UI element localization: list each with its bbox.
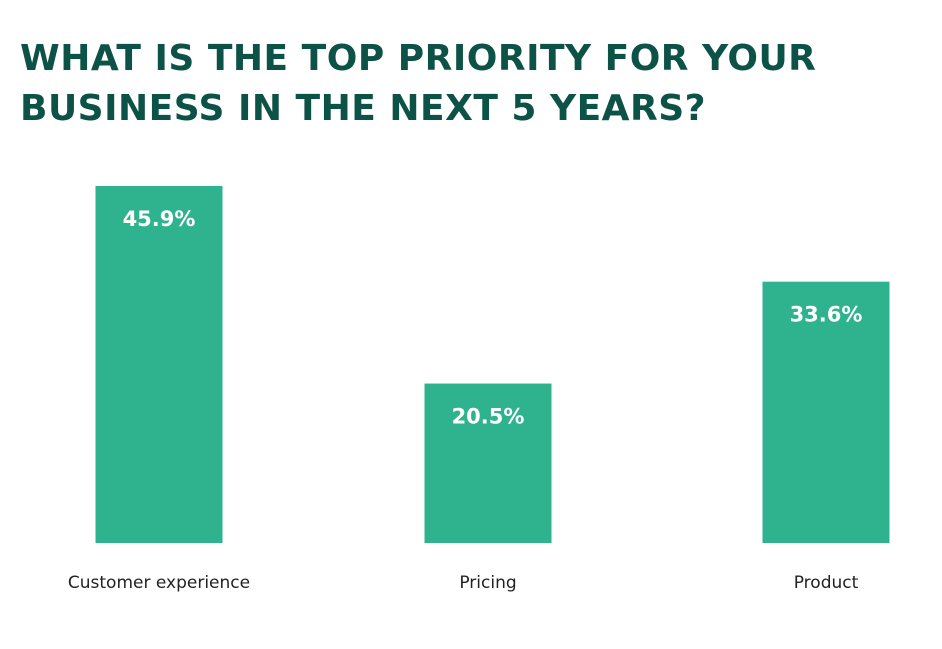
bar-value-label: 45.9%	[123, 207, 196, 231]
bar-customer-experience	[95, 186, 223, 543]
chart-title: WHAT IS THE TOP PRIORITY FOR YOUR BUSINE…	[20, 34, 920, 134]
chart-title-line-1: WHAT IS THE TOP PRIORITY FOR YOUR	[20, 38, 817, 79]
category-label: Pricing	[459, 573, 516, 593]
bar-pricing	[424, 383, 552, 543]
category-label: Product	[794, 573, 859, 593]
category-label: Customer experience	[68, 573, 250, 593]
chart-title-line-2: BUSINESS IN THE NEXT 5 YEARS?	[20, 88, 707, 129]
bar-value-label: 20.5%	[452, 405, 525, 429]
bar-product	[762, 281, 890, 543]
bar-value-label: 33.6%	[790, 303, 863, 327]
